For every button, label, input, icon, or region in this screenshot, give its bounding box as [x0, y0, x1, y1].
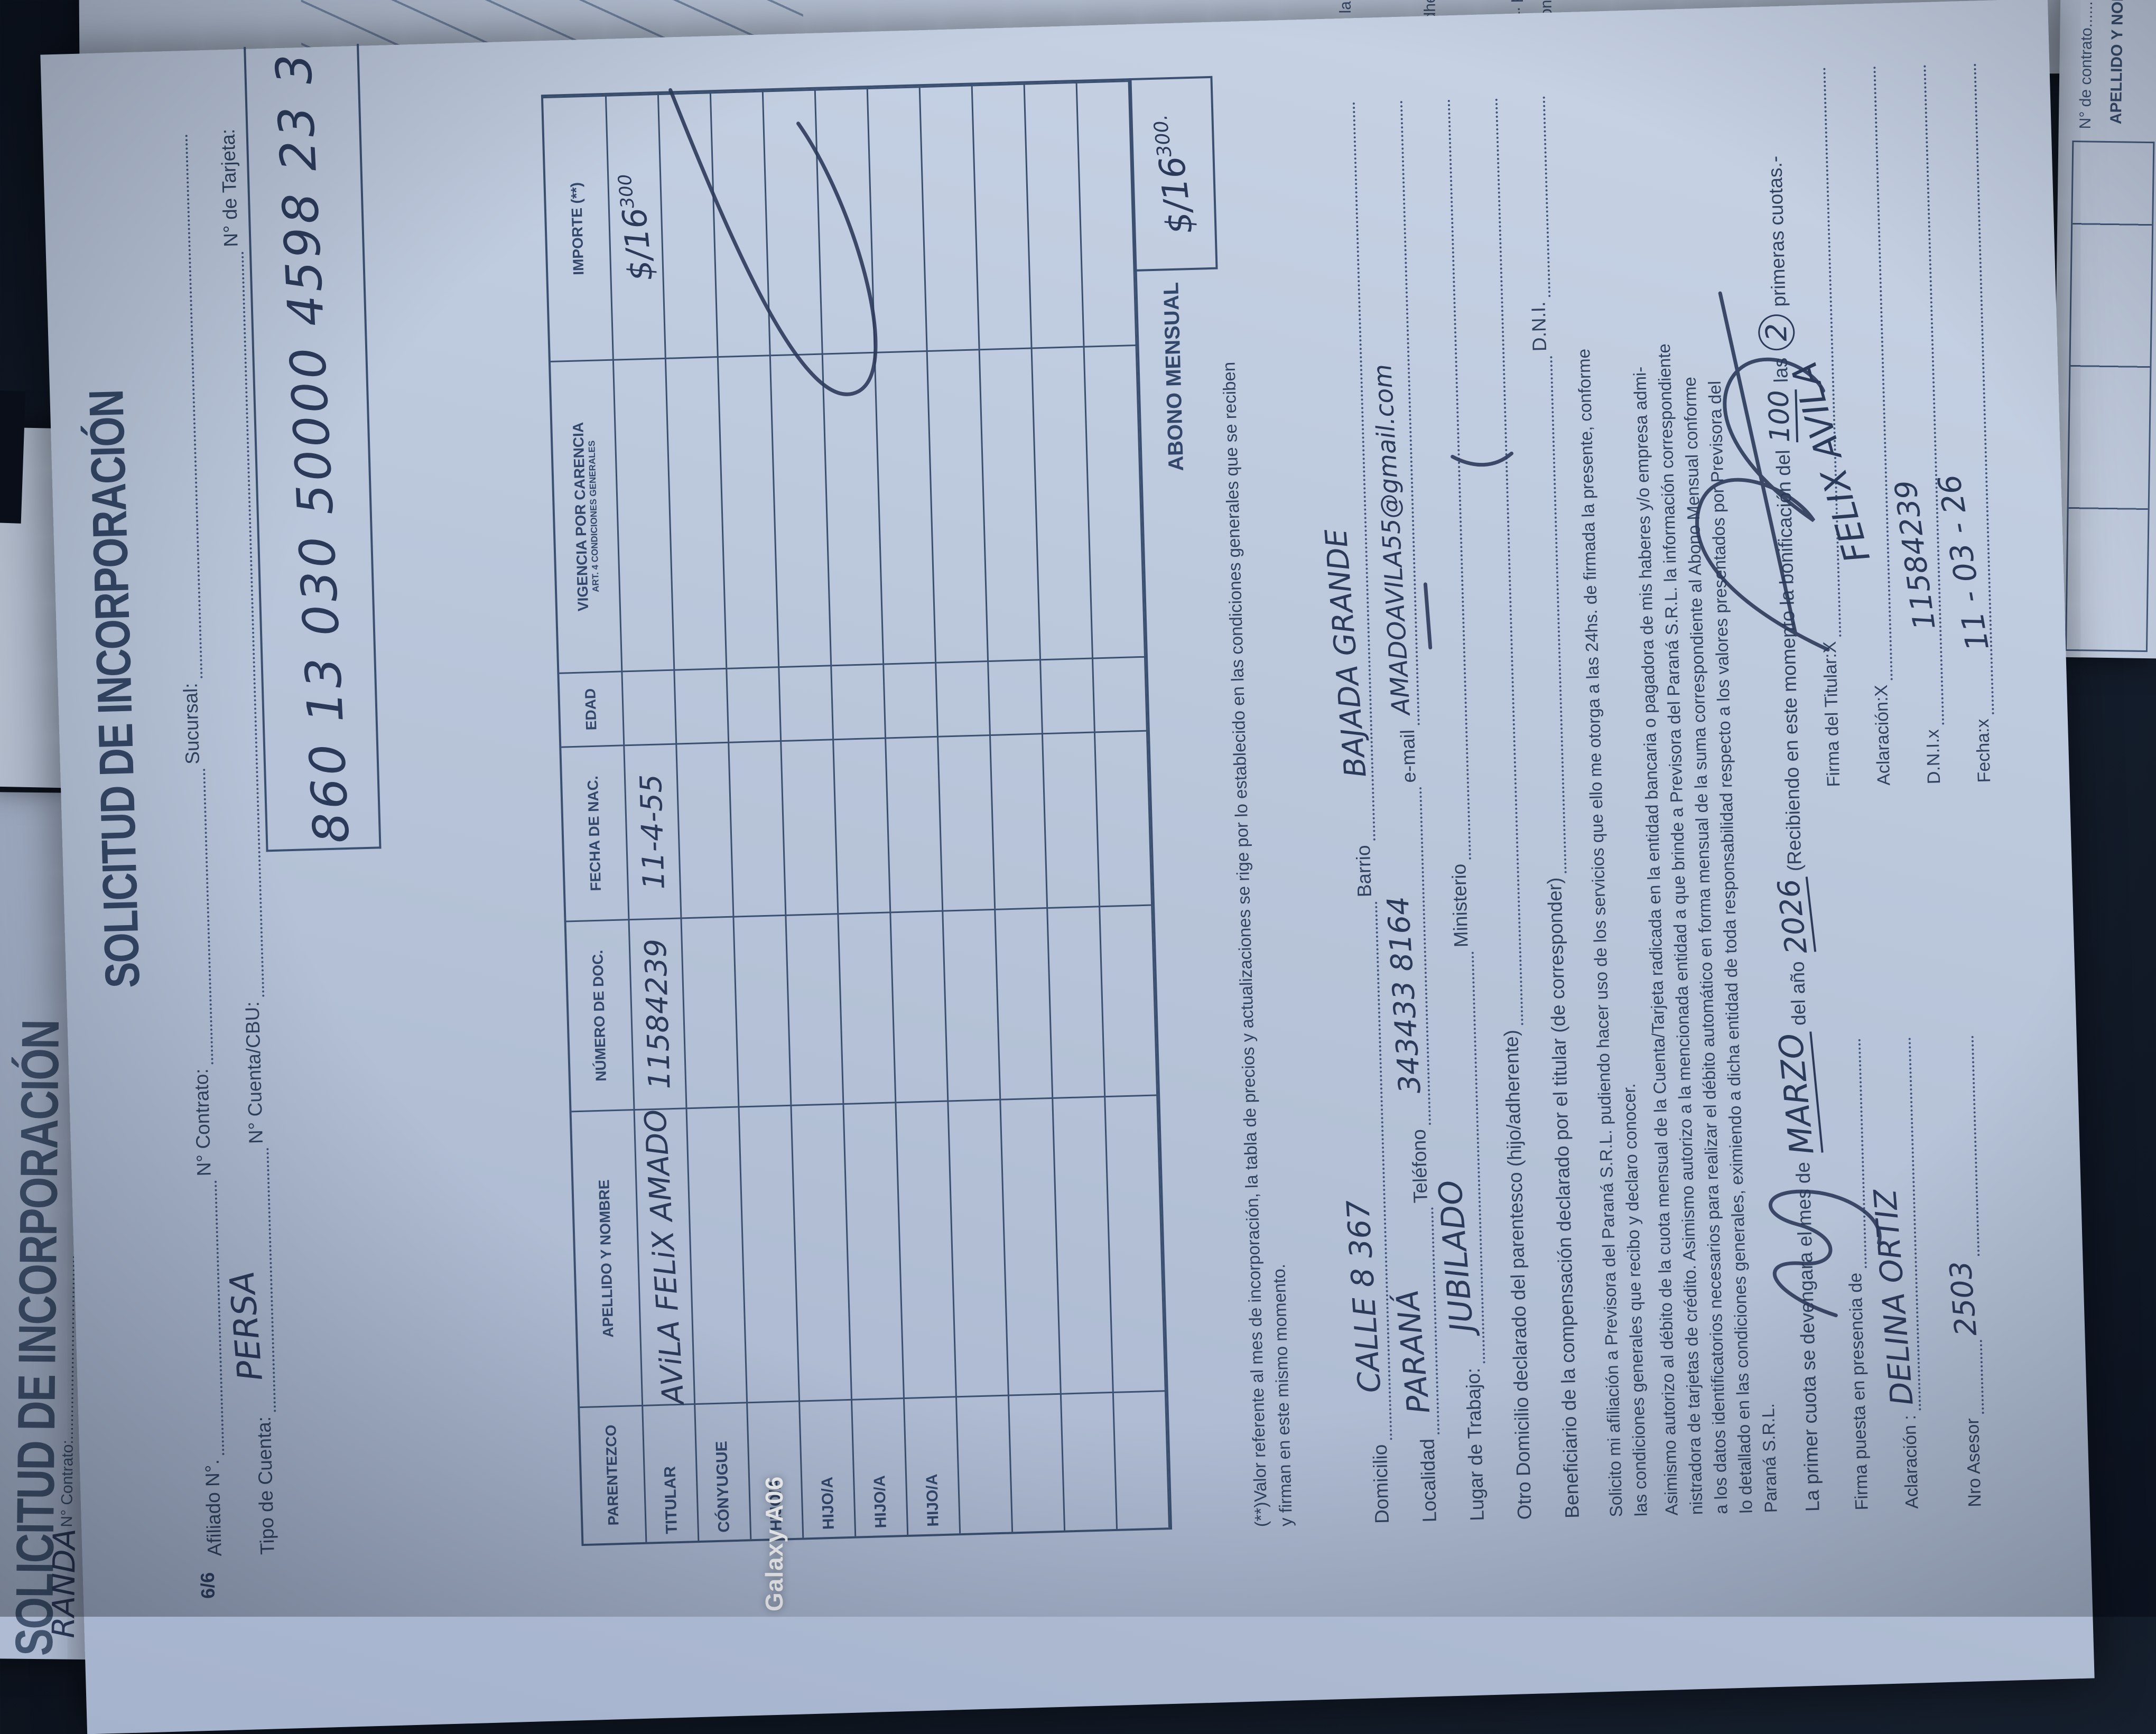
- fecha-label: Fecha:x: [1972, 719, 1995, 784]
- form-page: 6/6 SOLICITUD DE INCORPORACIÓN Afiliado …: [40, 0, 2095, 1734]
- col-documento: NÚMERO DE DOC.: [566, 919, 635, 1111]
- abono-mensual-label: ABONO MENSUAL: [1159, 282, 1188, 472]
- background-sheet-grid: [2065, 140, 2155, 652]
- localidad-label: Localidad: [1416, 1438, 1441, 1523]
- aclaracion-right-field: FELIX AVILA: [1783, 66, 1893, 680]
- ministerio-label: Ministerio: [1448, 863, 1472, 948]
- tipo-cuenta-handwriting: PERSA: [222, 1270, 271, 1383]
- sucursal-field: [180, 134, 203, 679]
- dni-right-field: 11584239: [1889, 64, 1945, 725]
- col-edad: EDAD: [559, 670, 625, 747]
- dni-line: D.N.I.x 11584239: [1889, 60, 1946, 785]
- aclaracion-left-label: Aclaración :: [1899, 1414, 1922, 1509]
- col-apellido: APELLIDO Y NOMBRE: [571, 1109, 644, 1407]
- table-row-label: HIJO/A: [904, 1396, 961, 1535]
- table-row-label: CÓNYUGUE: [695, 1402, 752, 1541]
- lugar-trabajo-label: Lugar de Trabajo:: [1462, 1367, 1488, 1522]
- presencia-signature-field: [1853, 1039, 1867, 1269]
- titular-apellido-cell: AViLA FELiX AMADO: [635, 1107, 696, 1405]
- table-row-label: HIJO/A: [800, 1399, 857, 1538]
- email-field: AMADOAVILA55@gmail.com: [1368, 100, 1420, 725]
- email-handwriting: AMADOAVILA55@gmail.com: [1368, 363, 1416, 716]
- asesor-line: Nro Asesor 2503: [1939, 1031, 1986, 1507]
- asesor-handwriting: 2503: [1943, 1259, 1984, 1338]
- contrato-label: N° Contrato:: [190, 1068, 215, 1177]
- aclaracion-left-field: DELINA ORTIZ: [1867, 1037, 1921, 1411]
- fecha-field: 11 - 03 - 26: [1931, 63, 1996, 715]
- barrio-handwriting: BAJADA GRANDE: [1319, 527, 1373, 779]
- titular-documento-cell: 11584239: [629, 917, 687, 1110]
- col-fecha-nac: FECHA DE NAC.: [561, 744, 630, 921]
- dni-right-label: D.N.I.x: [1922, 729, 1945, 785]
- titular-edad-cell: [622, 669, 677, 745]
- localidad-handwriting: PARANÁ: [1389, 1288, 1437, 1415]
- table-row-label: HIJO/A: [852, 1397, 909, 1536]
- otro-domicilio-label: Otro Domicilio declarado del parentesco …: [1500, 1029, 1536, 1520]
- tipo-cuenta-label: Tipo de Cuenta:: [253, 1416, 278, 1555]
- barrio-label: Barrio: [1352, 845, 1376, 898]
- sucursal-label: Sucursal:: [179, 682, 203, 765]
- email-label: e-mail: [1397, 729, 1420, 784]
- aclaracion-right-line: Aclaración:X FELIX AVILA: [1783, 62, 1895, 786]
- firma-titular-label: Firma del Titular:X: [1819, 641, 1844, 787]
- abono-mensual-box: $/16300.: [1129, 76, 1218, 272]
- ministerio-dash: [1423, 582, 1433, 650]
- afiliado-label: Afiliado N°.: [201, 1459, 226, 1557]
- barrio-field: BAJADA GRANDE: [1319, 101, 1376, 841]
- aclaracion-left-line: Aclaración : DELINA ORTIZ: [1867, 1033, 1923, 1509]
- aclaracion-right-label: Aclaración:X: [1871, 684, 1894, 786]
- mes-handwriting: MARZO: [1771, 1031, 1824, 1157]
- presencia-label: Firma puesta en presencia de: [1845, 1272, 1872, 1511]
- footnote: (**)Valor referente al mes de incorporac…: [1219, 361, 1296, 1527]
- contrato-field: [198, 768, 213, 1065]
- col-vigencia: VIGENCIA POR CARENCIA ART. 4 CONDICIONES…: [550, 359, 623, 673]
- cuotas-count-handwriting: 2: [1758, 313, 1796, 351]
- background-sheet-apellido-header: APELLIDO Y NOMBRE: [2107, 0, 2127, 125]
- col-parentezco: PARENTEZCO: [580, 1404, 647, 1544]
- beneficiario-label: Beneficiario de la compensación declarad…: [1543, 877, 1583, 1519]
- abono-handwriting: $/16300.: [1148, 113, 1201, 237]
- beneficiario-field: [1545, 355, 1567, 873]
- camera-watermark: Galaxy A06: [760, 1476, 788, 1611]
- aclaracion-left-handwriting: DELINA ORTIZ: [1867, 1188, 1920, 1407]
- page-number: 6/6: [196, 1572, 219, 1599]
- otro-domicilio-field: [1490, 97, 1523, 1026]
- domicilio-handwriting: CALLE 8 367: [1340, 1198, 1388, 1394]
- presencia-line: Firma puesta en presencia de: [1838, 1034, 1873, 1511]
- titular-importe-cell: $/16300: [606, 94, 666, 359]
- header-line-1: Afiliado N°. N° Contrato: Sucursal:: [164, 130, 227, 1556]
- beneficiario-dni-label: D.N.I.: [1527, 301, 1551, 352]
- tarjeta-label: N° de Tarjeta:: [217, 128, 242, 248]
- titular-vigencia-cell: [614, 357, 675, 671]
- lugar-trabajo-handwriting: JUBILADO: [1432, 1178, 1481, 1334]
- background-form-sheet-bottom: N° de contrato...................... APE…: [2051, 0, 2156, 659]
- col-importe: IMPORTE (**): [543, 95, 614, 361]
- afiliado-field: [209, 1180, 225, 1455]
- background-sheet-contract-handwriting: RANDA: [45, 1528, 83, 1638]
- family-table: PARENTEZCO APELLIDO Y NOMBRE NÚMERO DE D…: [541, 78, 1173, 1546]
- background-sheet-contract-label: N° de contrato......................: [2076, 0, 2097, 129]
- cbu-handwriting: 3860 13 030 50000 4598 23 37: [263, 43, 362, 852]
- fecha-line: Fecha:x 11 - 03 - 26: [1931, 59, 1996, 784]
- cbu-number-box: 3860 13 030 50000 4598 23 37: [244, 43, 382, 852]
- lugar-trabajo-field: JUBILADO: [1432, 951, 1485, 1364]
- telefono-field: 343433 8164: [1381, 786, 1431, 1125]
- form-title: SOLICITUD DE INCORPORACIÓN: [79, 389, 150, 989]
- ano-handwriting: 2026: [1771, 877, 1817, 956]
- tipo-cuenta-field: PERSA: [222, 1148, 276, 1412]
- cbu-label: N° Cuenta/CBU:: [241, 1001, 267, 1144]
- asesor-label: Nro Asesor: [1962, 1418, 1985, 1508]
- ministerio-field: [1442, 99, 1471, 860]
- table-row-label: TITULAR: [643, 1403, 700, 1542]
- telefono-label: Teléfono: [1408, 1129, 1432, 1204]
- telefono-handwriting: 343433 8164: [1381, 895, 1428, 1095]
- titular-fecha-cell: 11-4-55: [625, 743, 682, 919]
- beneficiario-dni-field: [1537, 96, 1551, 297]
- domicilio-label: Domicilio: [1369, 1444, 1393, 1524]
- dni-right-handwriting: 11584239: [1888, 478, 1943, 632]
